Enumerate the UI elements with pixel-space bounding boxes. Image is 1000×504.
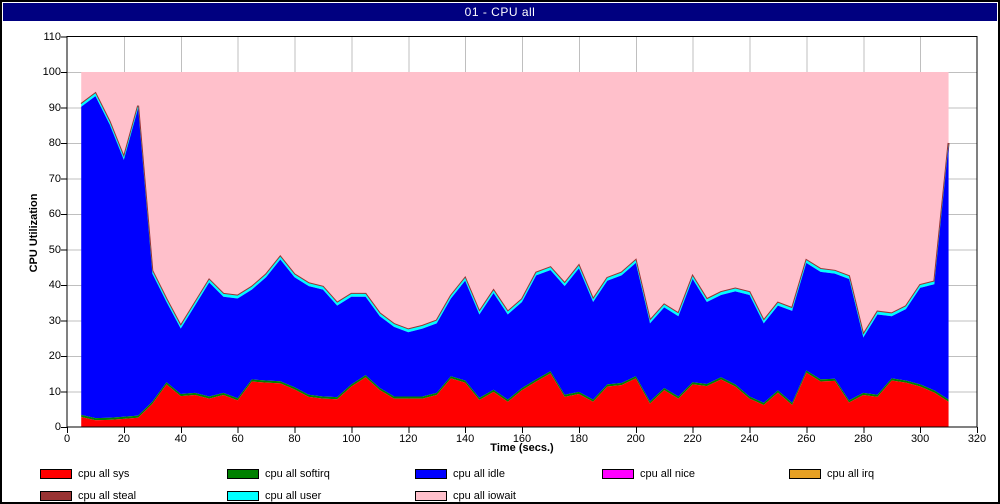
softirq-area <box>81 370 949 421</box>
y-tick-label: 40 <box>48 279 61 291</box>
x-tick-label: 180 <box>569 433 589 445</box>
y-tick-label: 70 <box>48 172 61 185</box>
y-tick-label: 50 <box>48 243 61 256</box>
chart-title-bar: 01 - CPU all <box>3 3 997 21</box>
y-tick-label: 90 <box>48 101 61 114</box>
legend-swatch <box>789 469 821 479</box>
y-tick-label: 110 <box>43 30 61 43</box>
x-tick-label: 160 <box>512 433 532 445</box>
x-tick-label: 200 <box>626 433 645 445</box>
y-tick-label: 10 <box>48 385 61 398</box>
x-tick-label: 40 <box>174 433 187 445</box>
legend-item: cpu all nice <box>602 468 695 480</box>
legend-label: cpu all softirq <box>265 468 330 480</box>
legend-label: cpu all idle <box>453 468 505 480</box>
legend-item: cpu all user <box>227 490 321 502</box>
legend-label: cpu all user <box>265 490 322 502</box>
legend-swatch <box>415 469 447 479</box>
y-tick-label: 100 <box>42 66 61 78</box>
legend-label: cpu all sys <box>78 468 130 480</box>
legend-item: cpu all idle <box>415 468 505 480</box>
legend-swatch <box>415 491 447 501</box>
legend-label: cpu all irq <box>827 468 875 480</box>
x-axis-title: Time (secs.) <box>490 442 554 454</box>
legend-swatch <box>227 491 259 501</box>
x-tick-label: 280 <box>854 433 873 445</box>
x-tick-label: 240 <box>740 433 759 445</box>
y-tick-label: 80 <box>48 137 61 149</box>
legend-item: cpu all softirq <box>227 468 330 480</box>
x-tick-label: 0 <box>63 433 71 445</box>
y-tick-label: 30 <box>48 314 61 327</box>
legend-label: cpu all nice <box>640 468 696 480</box>
legend-label: cpu all steal <box>78 490 137 502</box>
legend-swatch <box>40 491 72 501</box>
legend-item: cpu all sys <box>40 468 129 480</box>
x-tick-label: 300 <box>910 433 930 445</box>
x-tick-label: 260 <box>797 433 816 445</box>
x-tick-label: 320 <box>967 433 987 445</box>
x-tick-label: 120 <box>399 433 418 445</box>
legend-item: cpu all irq <box>789 468 874 480</box>
iowait-area <box>81 72 949 335</box>
legend-label: cpu all iowait <box>453 490 516 502</box>
y-tick-label: 60 <box>48 208 61 220</box>
legend-item: cpu all iowait <box>415 490 516 502</box>
x-tick-label: 140 <box>455 433 475 445</box>
idle-area <box>81 96 949 419</box>
x-tick-label: 220 <box>683 433 702 445</box>
legend-swatch <box>227 469 259 479</box>
x-tick-label: 100 <box>342 433 361 445</box>
legend-swatch <box>602 469 634 479</box>
legend-item: cpu all steal <box>40 490 136 502</box>
x-tick-label: 60 <box>231 433 244 445</box>
x-tick-label: 80 <box>288 433 301 445</box>
x-tick-label: 20 <box>117 433 130 445</box>
y-axis-title: CPU Utilization <box>28 193 40 273</box>
y-tick-label: 0 <box>54 421 61 433</box>
y-tick-label: 20 <box>48 350 61 362</box>
sys-area <box>81 372 949 427</box>
legend-swatch <box>40 469 72 479</box>
